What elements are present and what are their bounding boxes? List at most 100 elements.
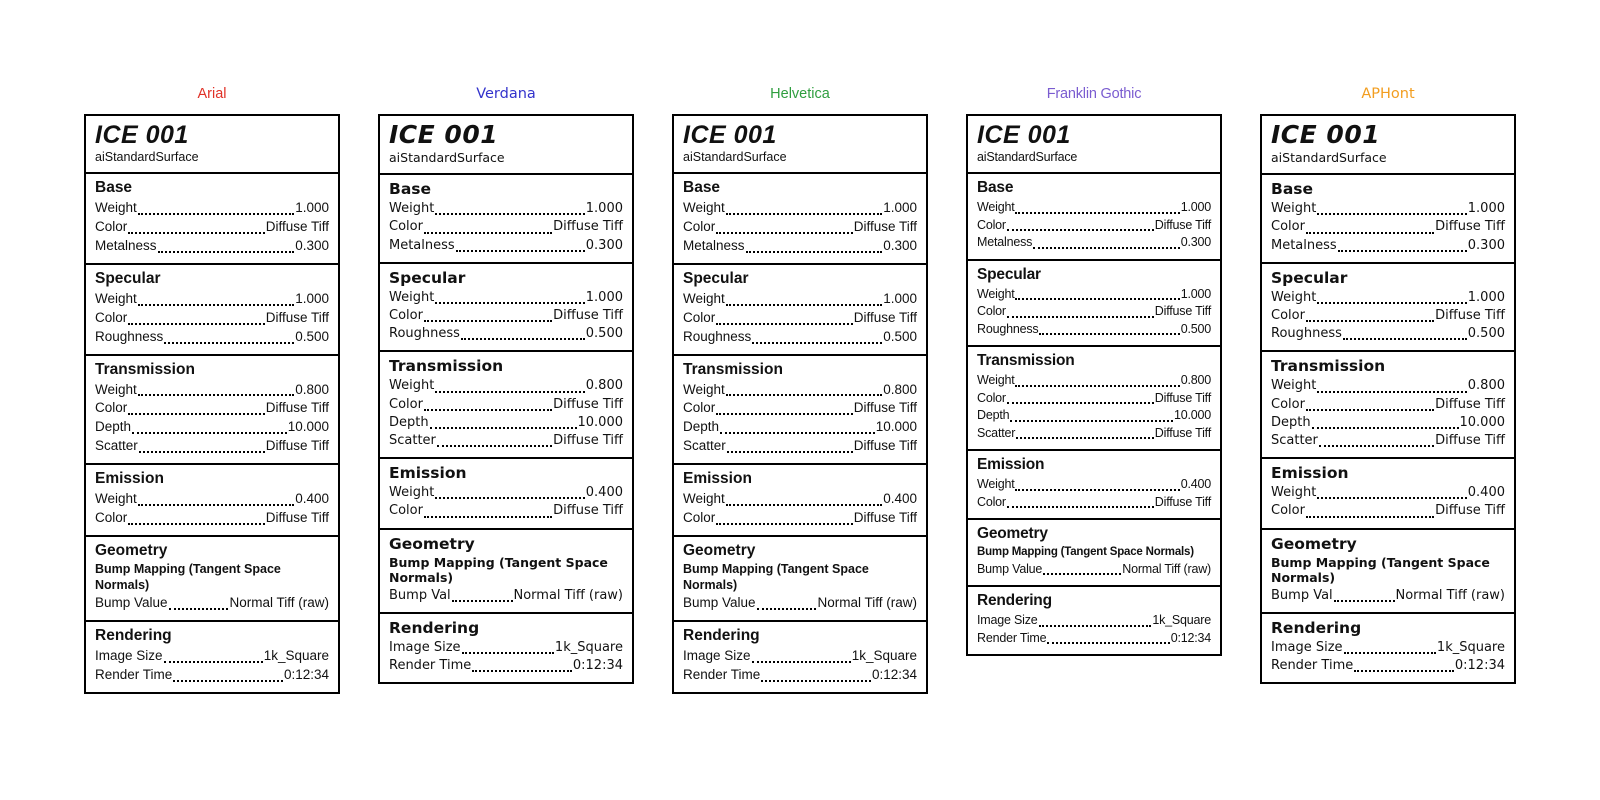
card-title: ICE 001 [389,120,499,149]
dot-leader [435,390,585,393]
section-rendering: Rendering Image Size 1k_Square Render Time 0… [968,587,1220,654]
row-label: Weight [977,373,1015,388]
section-heading: Geometry [683,541,756,559]
dot-leader [1015,488,1180,491]
row-value: Diffuse Tiff [265,438,329,454]
section-transmission: Transmission Weight 0.800 Color Diffuse Tiff… [86,356,338,466]
dot-leader [716,413,853,416]
attribute-row: Weight 0.800 [1271,377,1505,395]
attribute-row: Bump Value Normal Tiff (raw) [977,561,1211,579]
section-specular: Specular Weight 1.000 Color Diffuse Tiff Roug… [86,265,338,356]
row-label: Weight [95,381,137,397]
section-emission: Emission Weight 0.400 Color Diffuse Tiff [1262,459,1514,530]
attribute-row: Depth 10.000 [977,407,1211,425]
dot-leader [725,303,883,306]
attribute-row: Roughness 0.500 [977,321,1211,339]
attribute-row: Color Diffuse Tiff [977,217,1211,235]
attribute-row: Roughness 0.500 [1271,325,1505,343]
dot-leader [725,213,883,216]
attribute-row: Color Diffuse Tiff [977,494,1211,512]
card-header: ICE 001 aiStandardSurface [86,116,338,175]
dot-leader [716,322,853,325]
attribute-row: Render Time 0:12:34 [683,666,917,685]
font-label: Arial [197,86,227,102]
section-rendering: Rendering Image Size 1k_Square Render Time 0… [86,622,338,692]
cards-row: Arial ICE 001 aiStandardSurface Base Weight 1… [84,86,1516,694]
row-value: Diffuse Tiff [853,400,917,416]
dot-leader [1317,213,1467,216]
dot-leader [1305,231,1435,234]
dot-leader [137,303,295,306]
row-label: Weight [1271,201,1317,217]
dot-leader [128,522,265,525]
row-label: Bump Val [389,587,451,603]
font-label: Verdana [476,86,536,102]
attribute-row: Color Diffuse Tiff [1271,396,1505,414]
row-label: Color [95,309,128,325]
row-label: Color [1271,503,1305,519]
row-label: Color [389,396,423,412]
section-heading: Base [683,179,721,197]
dot-leader [137,394,295,397]
dot-leader [163,660,263,663]
row-value: Diffuse Tiff [1435,396,1505,412]
section-rendering: Rendering Image Size 1k_Square Render Time 0… [674,622,926,692]
geometry-note: Bump Mapping (Tangent Space Normals) [95,561,281,592]
dot-leader [436,445,553,448]
row-value: 0:12:34 [572,658,623,674]
row-label: Render Time [95,666,173,682]
dot-leader [1033,246,1180,249]
row-label: Roughness [1271,326,1342,342]
row-value: Normal Tiff (raw) [817,595,917,611]
section-rendering: Rendering Image Size 1k_Square Render Time 0… [380,614,632,682]
row-label: Color [95,219,128,235]
attribute-row: Weight 1.000 [1271,289,1505,307]
row-value: 1k_Square [1436,639,1505,655]
attribute-row: Scatter Diffuse Tiff [977,425,1211,443]
attribute-row: Color Diffuse Tiff [389,307,623,325]
row-value: 1.000 [1467,201,1505,217]
dot-leader [1006,402,1154,405]
dot-leader [132,432,287,435]
section-base: Base Weight 1.000 Color Diffuse Tiff Metalnes… [86,174,338,265]
section-base: Base Weight 1.000 Color Diffuse Tiff Metalnes… [968,174,1220,261]
row-value: Diffuse Tiff [265,510,329,526]
row-value: 0.800 [883,381,917,397]
row-value: 0.500 [295,328,329,344]
font-label: Helvetica [770,86,830,102]
row-value: Normal Tiff (raw) [1122,561,1211,576]
section-heading: Specular [1271,268,1348,287]
row-value: Diffuse Tiff [1154,390,1211,405]
row-value: 0:12:34 [871,666,917,682]
row-label: Color [977,217,1006,232]
attribute-row: Metalness 0.300 [95,237,329,256]
font-column: Helvetica ICE 001 aiStandardSurface Base Wei… [672,86,928,694]
attribute-row: Render Time 0:12:34 [1271,657,1505,675]
row-label: Metalness [683,238,745,254]
dot-leader [1342,338,1467,341]
dot-leader [460,338,585,341]
row-value: Diffuse Tiff [553,503,623,519]
attribute-row: Weight 1.000 [389,289,623,307]
row-label: Color [95,400,128,416]
geometry-note: Bump Mapping (Tangent Space Normals) [977,546,1194,559]
row-value: Diffuse Tiff [1154,494,1211,509]
dot-leader [168,608,229,611]
row-label: Weight [95,290,137,306]
row-label: Weight [389,485,435,501]
row-label: Color [977,304,1006,319]
section-heading: Emission [95,470,164,488]
dot-leader [720,432,875,435]
row-value: 10.000 [1459,414,1506,430]
attribute-row: Weight 0.800 [389,377,623,395]
section-emission: Emission Weight 0.400 Color Diffuse Tiff [380,459,632,530]
row-value: 1.000 [1180,286,1211,301]
row-value: Diffuse Tiff [1154,304,1211,319]
card-subtitle: aiStandardSurface [977,150,1078,165]
card-title: ICE 001 [977,121,1071,149]
geometry-note: Bump Mapping (Tangent Space Normals) [683,561,869,592]
row-value: Diffuse Tiff [1154,217,1211,232]
dot-leader [1039,333,1180,336]
dot-leader [461,652,554,655]
dot-leader [1317,497,1467,500]
